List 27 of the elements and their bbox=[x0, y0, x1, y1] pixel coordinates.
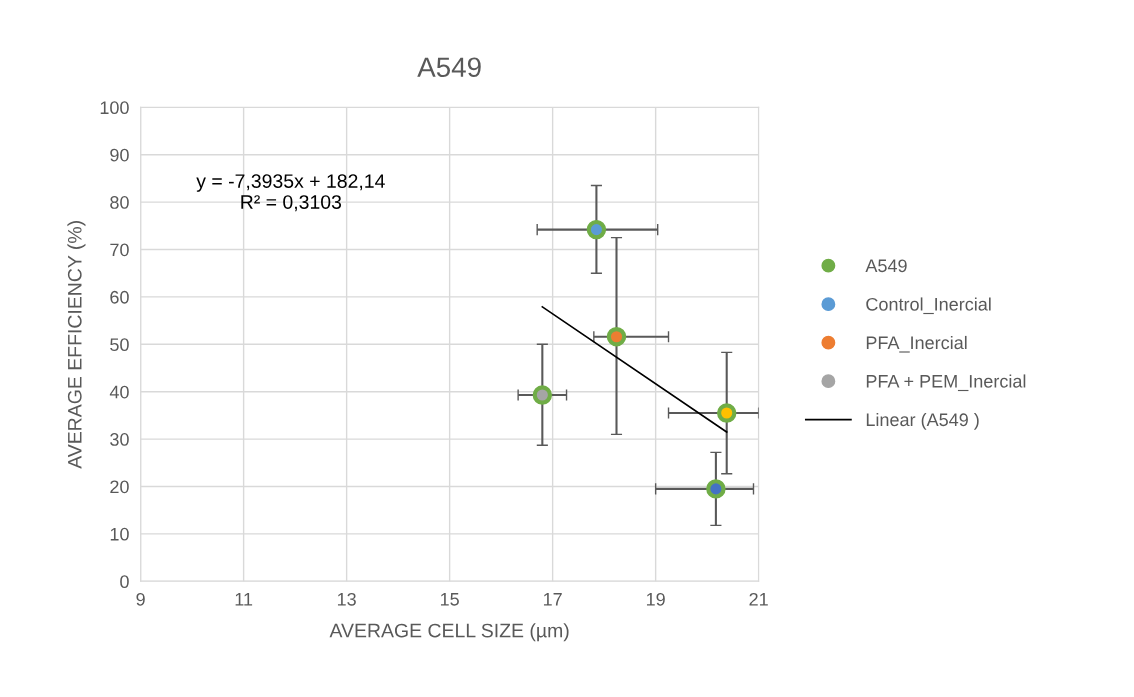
legend-label: Linear (A549 ) bbox=[866, 412, 979, 430]
annotation: y = -7,3935x + 182,14 R² = 0,3103 bbox=[196, 174, 385, 212]
x-tick-label: 17 bbox=[543, 593, 562, 606]
y-tick-label: 30 bbox=[110, 433, 129, 446]
y-tick-label: 10 bbox=[110, 527, 129, 541]
x-axis-title: AVERAGE CELL SIZE (µm) bbox=[329, 623, 569, 642]
legend-label: Control_Inercial bbox=[866, 297, 991, 315]
x-tick-label: 19 bbox=[646, 592, 665, 606]
y-tick-label: 60 bbox=[110, 290, 129, 304]
y-tick-label: 80 bbox=[110, 196, 129, 209]
x-tick-label: 13 bbox=[337, 592, 356, 606]
y-tick-label: 50 bbox=[110, 338, 129, 352]
legend-label: PFA + PEM_Inercial bbox=[866, 374, 1026, 392]
y-tick-label: 40 bbox=[109, 385, 129, 399]
chart-title: A549 bbox=[417, 57, 481, 78]
y-tick-label: 0 bbox=[120, 575, 129, 589]
x-tick-label: 9 bbox=[136, 592, 145, 606]
legend-label: PFA_Inercial bbox=[866, 335, 967, 353]
y-tick-label: 90 bbox=[110, 148, 129, 162]
y-tick-label: 70 bbox=[110, 243, 129, 257]
legend-label: A549 bbox=[865, 259, 907, 273]
x-tick-label: 11 bbox=[235, 593, 253, 606]
y-tick-label: 100 bbox=[100, 101, 129, 115]
x-tick-label: 15 bbox=[440, 593, 459, 606]
y-axis-title: AVERAGE EFFICIENCY (%) bbox=[67, 221, 86, 469]
y-tick-label: 20 bbox=[110, 480, 129, 494]
x-tick-label: 21 bbox=[749, 592, 768, 606]
